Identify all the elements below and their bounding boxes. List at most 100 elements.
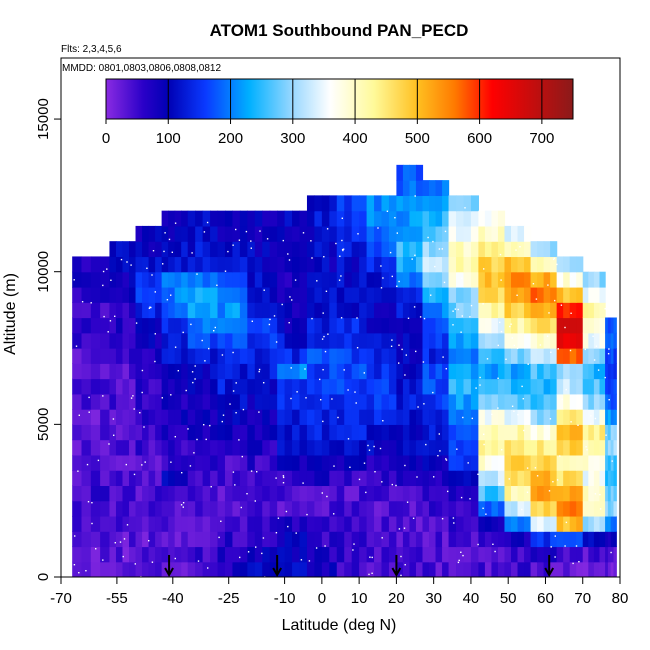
heatmap-cell <box>613 515 617 532</box>
heatmap-cell <box>181 409 189 425</box>
heatmap-cell <box>181 546 189 563</box>
data-gap-dot <box>483 443 485 446</box>
y-tick-label: 10000 <box>35 251 52 293</box>
heatmap-cell <box>613 317 617 334</box>
heatmap-cell <box>168 546 176 563</box>
data-gap-dot <box>241 455 243 458</box>
heatmap-cell <box>284 409 293 425</box>
heatmap-cell <box>239 439 248 456</box>
heatmap-cell <box>478 332 486 349</box>
heatmap-cell <box>415 256 424 273</box>
heatmap-cell <box>187 332 196 349</box>
heatmap-cell <box>543 286 551 303</box>
heatmap-cell <box>314 546 323 563</box>
heatmap-cell <box>90 561 101 577</box>
data-gap-dot <box>132 395 134 397</box>
heatmap-cell <box>161 210 169 227</box>
heatmap-cell <box>239 363 248 380</box>
heatmap-cell <box>155 241 163 258</box>
heatmap-cell <box>174 561 182 577</box>
heatmap-cell <box>161 454 169 471</box>
heatmap-cell <box>351 241 360 258</box>
data-gap-dot <box>339 255 341 257</box>
heatmap-cell <box>543 424 551 441</box>
heatmap-cell <box>448 271 457 288</box>
heatmap-cell <box>314 363 323 380</box>
heatmap-cell <box>81 271 92 288</box>
heatmap-cell <box>284 210 293 227</box>
heatmap-cell <box>72 485 83 502</box>
heatmap-cell <box>588 454 595 471</box>
heatmap-cell <box>511 561 519 577</box>
heatmap-cell <box>284 286 293 303</box>
heatmap-cell <box>556 485 564 502</box>
heatmap-cell <box>262 210 271 227</box>
heatmap-cell <box>396 225 404 242</box>
heatmap-cell <box>435 561 443 577</box>
heatmap-cell <box>195 241 204 258</box>
heatmap-cell <box>588 302 595 319</box>
heatmap-cell <box>435 409 443 425</box>
data-gap-dot <box>485 513 487 515</box>
data-gap-dot <box>500 330 503 333</box>
heatmap-cell <box>388 317 397 334</box>
heatmap-cell <box>72 317 83 334</box>
heatmap-cell <box>530 302 538 319</box>
heatmap-cell <box>517 454 525 471</box>
data-gap-dot <box>457 561 460 564</box>
heatmap-cell <box>588 424 595 441</box>
heatmap-cell <box>161 515 169 532</box>
heatmap-cell <box>491 271 499 288</box>
data-gap-dot <box>398 528 401 530</box>
heatmap-cell <box>497 225 506 242</box>
data-gap-dot <box>235 412 237 414</box>
heatmap-cell <box>224 225 234 242</box>
data-gap-dot <box>553 257 555 259</box>
heatmap-cell <box>277 302 286 319</box>
heatmap-cell <box>129 424 137 441</box>
heatmap-cell <box>550 256 558 273</box>
heatmap-cell <box>148 485 156 502</box>
heatmap-cell <box>448 424 457 441</box>
heatmap-cell <box>599 454 606 471</box>
heatmap-cell <box>292 439 301 456</box>
data-gap-dot <box>549 418 552 420</box>
heatmap-cell <box>321 409 330 425</box>
heatmap-cell <box>351 256 360 273</box>
heatmap-cell <box>344 348 353 364</box>
heatmap-cell <box>224 424 234 441</box>
data-gap-dot <box>434 265 436 268</box>
sounding-arrows <box>164 555 555 578</box>
heatmap-cell <box>135 317 143 334</box>
heatmap-cell <box>456 348 465 364</box>
heatmap-cell <box>174 485 182 502</box>
heatmap-cell <box>448 409 457 425</box>
heatmap-cell <box>543 332 551 349</box>
heatmap-cell <box>336 225 345 242</box>
data-gap-dot <box>515 249 517 251</box>
heatmap-cell <box>422 271 430 288</box>
heatmap-cell <box>359 378 368 395</box>
heatmap-cell <box>359 302 368 319</box>
heatmap-cell <box>381 317 390 334</box>
heatmap-cell <box>396 546 404 563</box>
heatmap-cell <box>484 286 493 303</box>
data-gap-dot <box>592 335 594 337</box>
heatmap-cell <box>497 241 506 258</box>
heatmap-cell <box>351 195 360 212</box>
data-gap-dot <box>460 496 463 499</box>
heatmap-cell <box>524 393 532 410</box>
heatmap-cell <box>470 500 479 517</box>
heatmap-cell <box>537 424 545 441</box>
x-tick-label: 40 <box>463 590 480 607</box>
heatmap-cell <box>556 470 564 487</box>
heatmap-cell <box>415 424 424 441</box>
heatmap-cell <box>142 271 150 288</box>
heatmap-cell <box>610 470 615 487</box>
heatmap-cell <box>155 271 163 288</box>
heatmap-cell <box>415 409 424 425</box>
heatmap-cell <box>388 531 397 548</box>
heatmap-cell <box>409 180 417 196</box>
heatmap-cell <box>129 332 137 349</box>
heatmap-cell <box>550 241 558 258</box>
